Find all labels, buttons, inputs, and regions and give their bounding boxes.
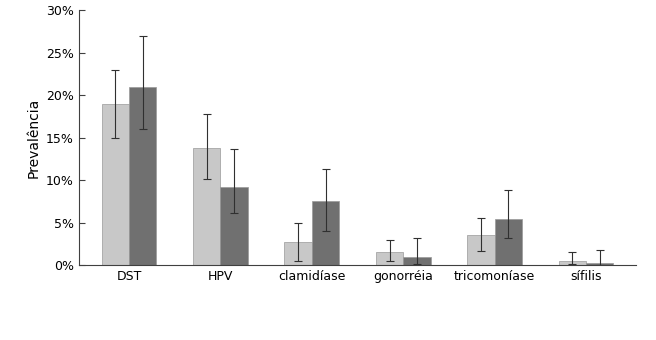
Bar (285, 242, 312, 265)
Bar (102, 104, 129, 265)
Bar (220, 187, 248, 265)
Bar (376, 252, 403, 265)
Bar (403, 257, 430, 265)
Bar (467, 235, 495, 265)
Bar (559, 261, 586, 265)
Y-axis label: Prevalência: Prevalência (26, 98, 41, 178)
Bar (495, 219, 522, 265)
Bar (586, 262, 613, 265)
Bar (312, 201, 339, 265)
Bar (129, 87, 156, 265)
Bar (193, 148, 220, 265)
